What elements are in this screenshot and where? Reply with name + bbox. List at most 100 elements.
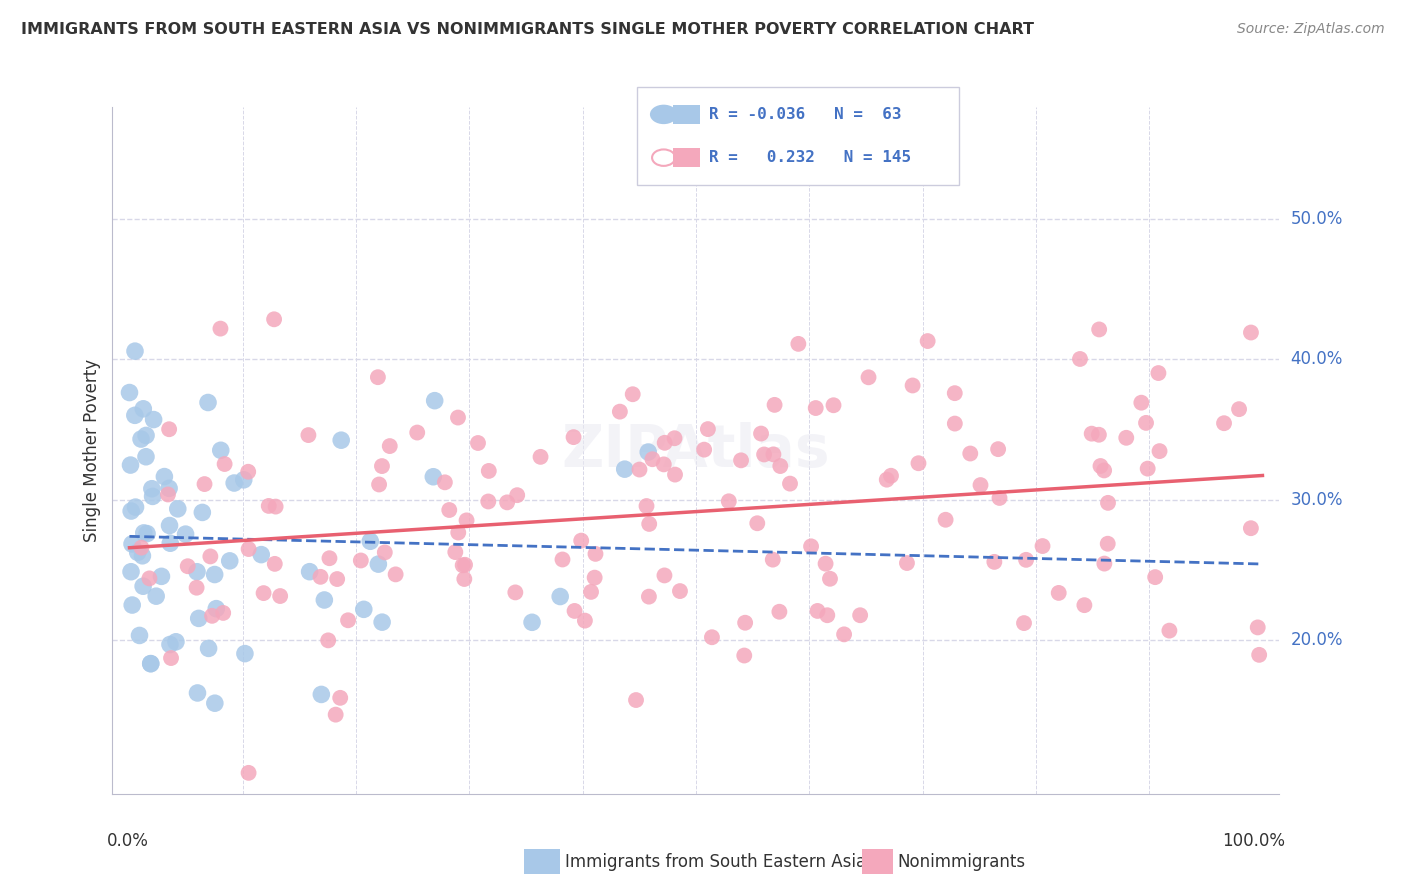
Point xyxy=(849,608,872,623)
Point xyxy=(769,458,792,473)
Point xyxy=(1092,463,1115,477)
Point xyxy=(1144,570,1167,584)
Point xyxy=(1135,416,1157,430)
Text: 20.0%: 20.0% xyxy=(1291,631,1343,648)
Point xyxy=(779,476,801,491)
Point xyxy=(654,435,676,450)
Point xyxy=(624,693,647,707)
Point xyxy=(529,450,551,464)
Point xyxy=(135,428,157,442)
Point xyxy=(153,469,176,483)
Point xyxy=(298,565,321,579)
Point xyxy=(367,370,389,384)
Point xyxy=(132,579,155,593)
Point xyxy=(209,321,232,335)
Point xyxy=(330,433,353,447)
Point xyxy=(406,425,429,440)
Point xyxy=(506,488,529,502)
Point xyxy=(763,398,786,412)
Point xyxy=(159,536,181,550)
Point xyxy=(456,513,478,527)
Point xyxy=(654,568,676,582)
Point xyxy=(166,501,188,516)
Point xyxy=(269,589,291,603)
Point xyxy=(1092,557,1115,571)
Point xyxy=(309,570,332,584)
Text: 50.0%: 50.0% xyxy=(1291,211,1343,228)
Point xyxy=(1015,553,1038,567)
Point xyxy=(121,598,143,612)
Point xyxy=(637,445,659,459)
Point xyxy=(585,547,607,561)
Point xyxy=(1088,322,1111,336)
Point xyxy=(693,442,716,457)
Point xyxy=(574,614,596,628)
Point xyxy=(371,459,394,474)
Bar xyxy=(673,148,700,168)
Point xyxy=(832,627,855,641)
Point xyxy=(209,443,232,458)
Point xyxy=(641,452,664,467)
Point xyxy=(218,554,240,568)
Point xyxy=(762,552,785,566)
Point xyxy=(374,545,396,559)
Point xyxy=(157,481,180,495)
Point xyxy=(447,410,470,425)
Point xyxy=(804,401,827,415)
Point xyxy=(1130,395,1153,409)
Point xyxy=(297,428,319,442)
Point xyxy=(191,505,214,519)
Point xyxy=(983,555,1005,569)
Point xyxy=(204,696,226,710)
Point xyxy=(1249,648,1271,662)
Point xyxy=(139,657,162,671)
Point xyxy=(1147,366,1170,380)
Point xyxy=(901,378,924,392)
Point xyxy=(136,526,159,541)
Point xyxy=(205,601,228,615)
Point xyxy=(638,516,661,531)
Point xyxy=(583,571,606,585)
Point xyxy=(368,477,391,491)
Point xyxy=(150,569,173,583)
Point xyxy=(669,584,692,599)
Point xyxy=(263,312,285,326)
Point xyxy=(165,634,187,648)
Point xyxy=(187,611,209,625)
Point xyxy=(156,487,179,501)
Point xyxy=(806,604,828,618)
Point xyxy=(969,478,991,492)
Point xyxy=(197,641,219,656)
Y-axis label: Single Mother Poverty: Single Mother Poverty xyxy=(83,359,101,542)
Point xyxy=(1012,616,1035,631)
Point xyxy=(201,608,224,623)
Point xyxy=(467,436,489,450)
Point xyxy=(120,565,142,579)
Point xyxy=(359,534,381,549)
Point xyxy=(768,605,790,619)
Point xyxy=(496,495,519,509)
Point xyxy=(371,615,394,629)
Point xyxy=(733,648,755,663)
Bar xyxy=(673,104,700,124)
Point xyxy=(250,548,273,562)
Point xyxy=(1227,402,1250,417)
Point xyxy=(177,559,200,574)
Circle shape xyxy=(650,104,678,124)
Point xyxy=(1213,416,1236,430)
Point xyxy=(1149,444,1171,458)
Point xyxy=(959,446,981,460)
Point xyxy=(186,565,208,579)
Point xyxy=(1088,427,1111,442)
Point xyxy=(316,633,339,648)
Point xyxy=(762,447,785,461)
Point xyxy=(1159,624,1181,638)
Point xyxy=(638,590,661,604)
Point xyxy=(124,344,146,359)
Point xyxy=(987,442,1010,457)
Point xyxy=(664,467,686,482)
Point xyxy=(232,473,254,487)
Point xyxy=(186,686,208,700)
Point xyxy=(564,604,586,618)
Point xyxy=(800,539,823,553)
